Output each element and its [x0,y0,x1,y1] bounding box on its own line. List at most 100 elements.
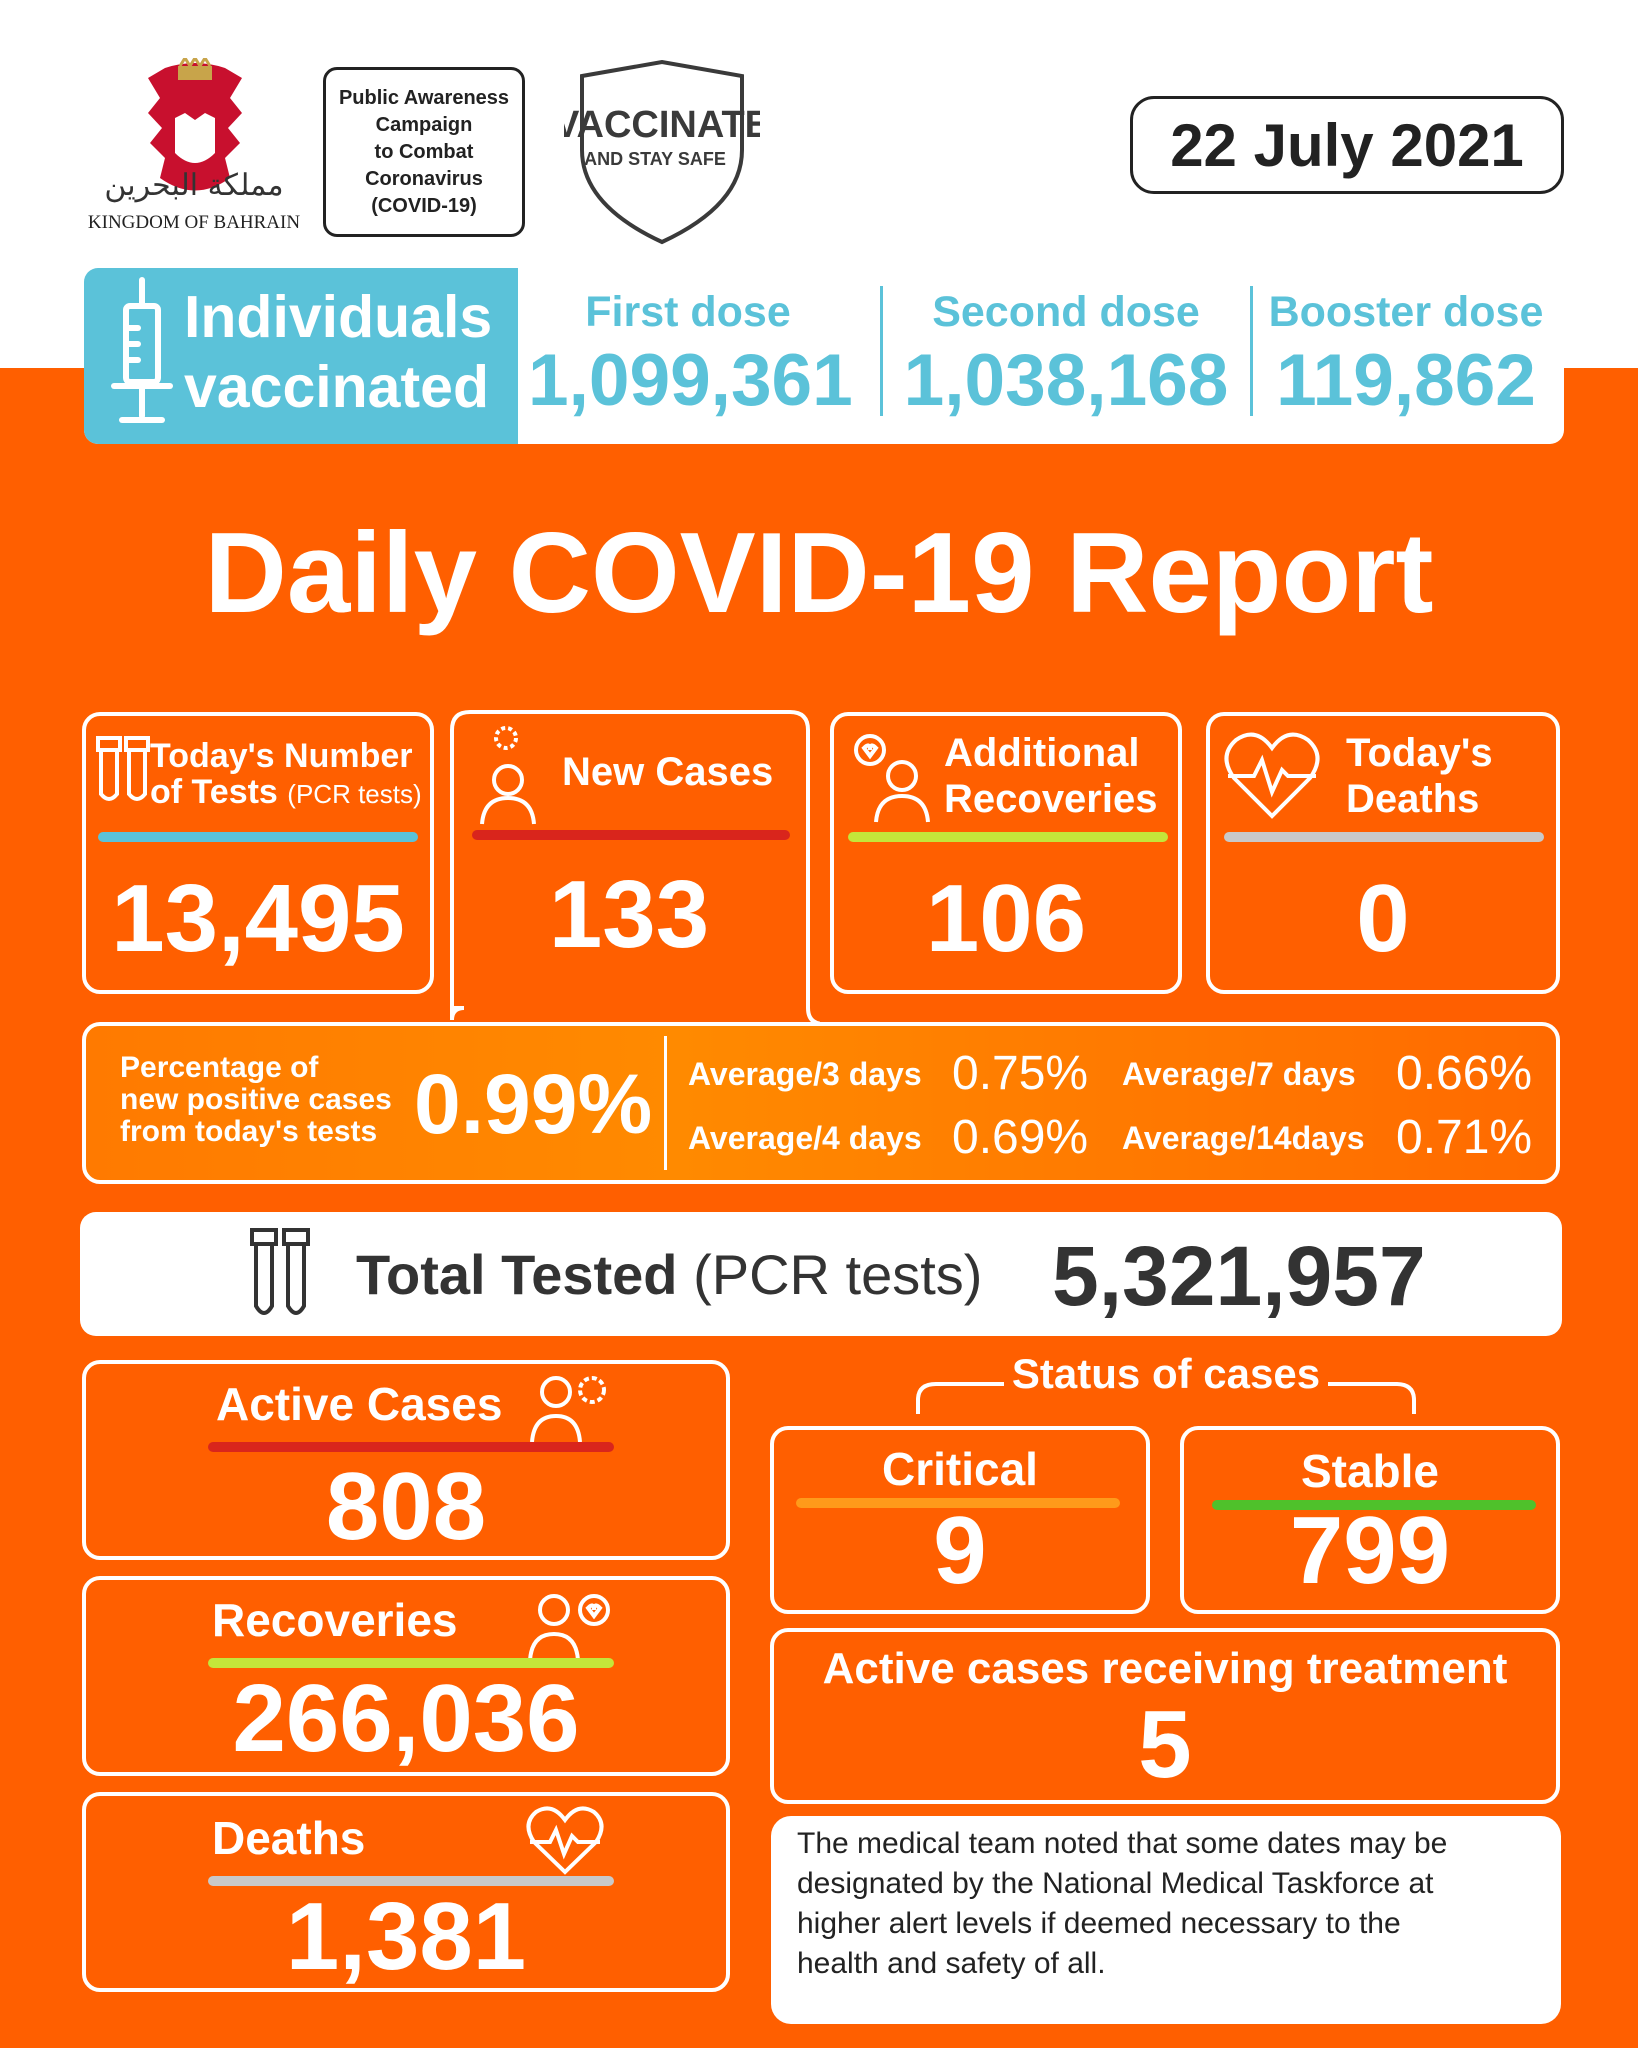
bahrain-emblem-icon [148,58,242,191]
recoveries-card: Additional Recoveries 106 [830,712,1182,994]
individuals-vaccinated-panel: Individuals vaccinated [84,268,518,444]
stable-value: 799 [1289,1497,1451,1604]
total-deaths-rule [208,1876,614,1886]
total-tested-label: Total Tested (PCR tests) [356,1242,982,1307]
new-cases-value: 133 [548,861,710,968]
active-cases-rule [208,1442,614,1452]
deaths-rule [1224,832,1544,842]
deaths-label-line-2: Deaths [1346,777,1480,821]
test-tubes-icon [250,1228,310,1315]
total-recoveries-value: 266,036 [232,1665,580,1772]
second-dose: Second dose 1,038,168 [886,288,1246,422]
new-cases-card-outline [450,710,820,1026]
total-deaths-card: Deaths 1,381 [82,1792,730,1992]
total-recoveries-rule [208,1658,614,1668]
positivity-label: Percentage of new positive cases from to… [120,1052,392,1148]
person-heart-icon [528,1594,610,1661]
average-14-days-value: 0.71% [1396,1111,1533,1164]
individuals-vaccinated-label: Individuals vaccinated [184,282,492,422]
emblem-english-text: KINGDOM OF BAHRAIN [87,212,301,233]
tests-label-line-1: Today's Number [150,737,413,775]
average-7-days-label: Average/7 days [1122,1056,1356,1092]
total-tested-value: 5,321,957 [1052,1229,1426,1323]
status-bracket [916,1382,1416,1414]
vaccinated-label-line-1: Individuals [184,284,493,350]
total-tested-note: (PCR tests) [693,1243,983,1306]
vaccination-bar: Individuals vaccinated First dose 1,099,… [84,268,1564,444]
positivity-label-line: Percentage of [120,1051,319,1084]
recoveries-label-line-1: Additional [944,731,1140,775]
note-line: The medical team noted that some dates m… [797,1827,1448,1860]
vaccinate-title: VACCINATE [564,104,760,146]
total-recoveries-card: Recoveries 266,036 [82,1576,730,1776]
recoveries-value: 106 [925,865,1087,972]
critical-rule [796,1498,1120,1508]
person-virus-icon [530,1376,606,1443]
test-tubes-icon [96,736,150,801]
deaths-card: Today's Deaths 0 [1206,712,1560,994]
tests-value: 13,495 [111,865,405,972]
heartbeat-icon [1224,732,1320,819]
first-dose-label: First dose [585,288,791,336]
dose-divider [1250,286,1253,416]
total-tested-label-text: Total Tested [356,1243,678,1306]
new-cases-card: New Cases 133 [452,712,806,994]
positivity-label-line: new positive cases [120,1083,392,1116]
note-line: designated by the National Medical Taskf… [797,1867,1434,1900]
critical-card: Critical 9 [770,1426,1150,1614]
second-dose-label: Second dose [932,288,1200,336]
syringe-icon [111,277,173,423]
critical-label: Critical [882,1443,1038,1495]
campaign-line: Campaign [375,113,473,136]
recoveries-rule [848,832,1168,842]
average-3-days-value: 0.75% [952,1047,1089,1100]
recoveries-label-line-2: Recoveries [944,777,1158,821]
deaths-label-line-1: Today's [1346,731,1493,775]
campaign-line: Coronavirus [365,167,483,190]
person-virus-icon [480,726,536,825]
person-heart-icon [854,734,930,823]
treatment-label: Active cases receiving treatment [822,1644,1508,1693]
report-date: 22 July 2021 [1130,96,1564,194]
campaign-line: to Combat [374,140,474,163]
average-7-days-value: 0.66% [1396,1047,1533,1100]
new-cases-rule [472,830,790,840]
active-cases-card: Active Cases 808 [82,1360,730,1560]
positivity-divider [664,1036,667,1170]
treatment-value: 5 [1138,1691,1192,1798]
report-date-text: 22 July 2021 [1170,111,1524,179]
booster-dose-value: 119,862 [1276,340,1536,421]
booster-dose-label: Booster dose [1268,288,1544,336]
critical-value: 9 [933,1497,987,1604]
treatment-card: Active cases receiving treatment 5 [770,1628,1560,1804]
new-cases-label: New Cases [562,750,774,794]
campaign-badge: Public Awareness Campaign to Combat Coro… [323,67,525,237]
dose-divider [880,286,883,416]
tests-label: Today's Number of Tests (PCR tests) [150,738,422,812]
stable-card: Stable 799 [1180,1426,1560,1614]
vaccinate-subtitle: AND STAY SAFE [584,149,726,169]
tests-label-line-2: of Tests [150,773,278,811]
total-recoveries-label: Recoveries [212,1594,458,1646]
campaign-line: Public Awareness [338,86,510,109]
average-4-days-value: 0.69% [952,1111,1089,1164]
positivity-value: 0.99% [414,1057,653,1151]
active-cases-label: Active Cases [216,1378,503,1430]
status-title: Status of cases [1011,1350,1321,1397]
vaccinate-shield-icon: VACCINATE AND STAY SAFE [564,60,760,245]
note-line: health and safety of all. [797,1947,1106,1980]
tests-label-note: (PCR tests) [287,779,422,809]
average-3-days-label: Average/3 days [688,1056,922,1092]
booster-dose: Booster dose 119,862 [1256,288,1556,422]
first-dose-value: 1,099,361 [528,340,853,421]
vaccinated-label-line-2: vaccinated [184,354,489,420]
tests-card: Today's Number of Tests (PCR tests) 13,4… [82,712,434,994]
report-title: Daily COVID-19 Report [204,510,1434,637]
total-tested-bar: Total Tested (PCR tests) 5,321,957 [80,1212,1562,1336]
heartbeat-icon [526,1806,604,1875]
note-line: higher alert levels if deemed necessary … [797,1907,1401,1940]
positivity-panel: Percentage of new positive cases from to… [82,1022,1560,1184]
average-4-days-label: Average/4 days [688,1120,922,1156]
deaths-label: Today's Deaths [1346,730,1493,822]
report-background [0,368,1638,2048]
